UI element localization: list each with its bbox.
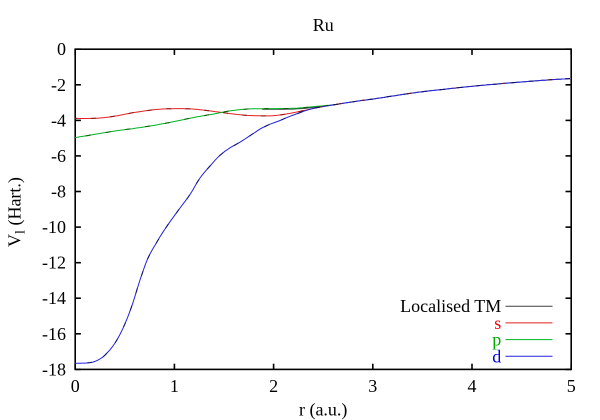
svg-text:4: 4 (468, 376, 477, 396)
svg-text:Ru: Ru (313, 15, 334, 35)
svg-text:2: 2 (269, 376, 278, 396)
svg-text:-4: -4 (51, 110, 66, 130)
svg-text:-18: -18 (42, 359, 66, 379)
svg-text:-2: -2 (51, 75, 66, 95)
svg-text:s: s (494, 313, 501, 333)
svg-text:5: 5 (567, 376, 576, 396)
svg-text:-6: -6 (51, 146, 66, 166)
svg-text:p: p (492, 330, 501, 350)
svg-text:-8: -8 (51, 182, 66, 202)
svg-text:-12: -12 (42, 253, 66, 273)
svg-text:-14: -14 (42, 288, 66, 308)
svg-text:3: 3 (368, 376, 377, 396)
svg-text:d: d (492, 346, 501, 366)
svg-text:-16: -16 (42, 324, 66, 344)
svg-text:1: 1 (170, 376, 179, 396)
svg-text:-10: -10 (42, 217, 66, 237)
svg-text:r (a.u.): r (a.u.) (299, 400, 347, 420)
svg-text:0: 0 (57, 39, 66, 59)
svg-text:Localised TM: Localised TM (400, 296, 501, 316)
svg-text:0: 0 (71, 376, 80, 396)
